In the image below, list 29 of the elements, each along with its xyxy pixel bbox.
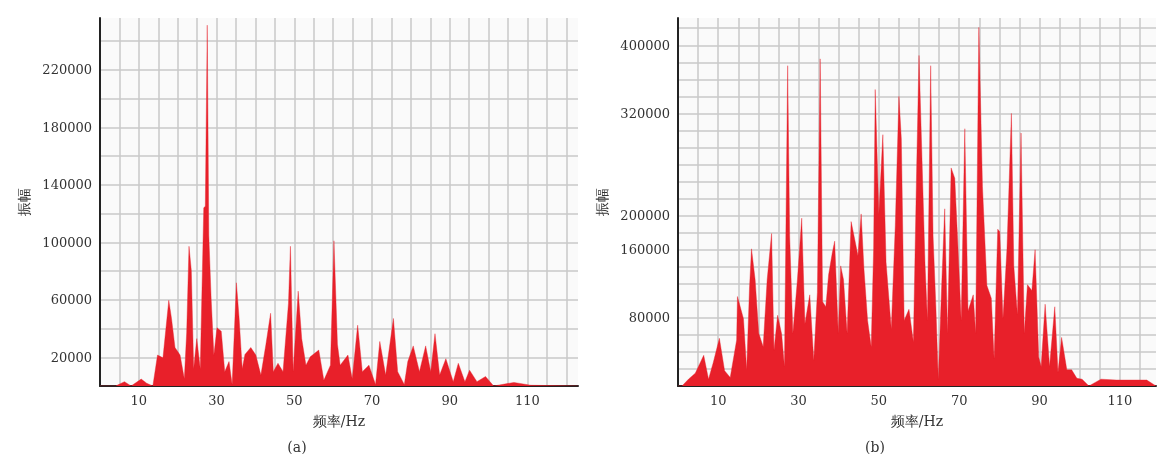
y-tick-label: 60000 bbox=[50, 292, 92, 308]
x-tick-label: 70 bbox=[950, 393, 968, 408]
x-tick-label: 90 bbox=[441, 393, 459, 408]
y-tick-label: 80000 bbox=[628, 310, 670, 326]
x-tick-label: 110 bbox=[1107, 393, 1133, 408]
y-tick-label: 100000 bbox=[42, 234, 92, 250]
x-axis-title: 频率/Hz bbox=[312, 413, 366, 429]
x-tick-label: 90 bbox=[1031, 393, 1048, 408]
y-tick-label: 160000 bbox=[620, 242, 670, 258]
x-tick-label: 30 bbox=[790, 393, 807, 408]
y-tick-label: 320000 bbox=[620, 105, 670, 121]
x-tick-label: 70 bbox=[363, 393, 381, 408]
text: (a) bbox=[287, 439, 307, 454]
text: (b) bbox=[865, 439, 885, 454]
y-tick-label: 20000 bbox=[50, 349, 92, 365]
y-tick-label: 400000 bbox=[620, 37, 670, 53]
y-axis-title: 振幅 bbox=[594, 188, 611, 216]
y-tick-label: 180000 bbox=[42, 119, 92, 135]
y-tick-label: 220000 bbox=[42, 62, 92, 78]
y-tick-label: 140000 bbox=[42, 177, 92, 193]
x-tick-label: 30 bbox=[208, 393, 225, 408]
x-tick-label: 10 bbox=[130, 393, 148, 408]
y-axis-title: 振幅 bbox=[16, 188, 33, 216]
y-tick-label: 200000 bbox=[620, 208, 670, 224]
x-tick-label: 10 bbox=[709, 393, 727, 408]
x-tick-label: 50 bbox=[870, 393, 888, 408]
x-tick-label: 50 bbox=[286, 393, 303, 408]
x-axis-title: 频率/Hz bbox=[890, 413, 944, 429]
x-tick-label: 110 bbox=[515, 393, 540, 408]
